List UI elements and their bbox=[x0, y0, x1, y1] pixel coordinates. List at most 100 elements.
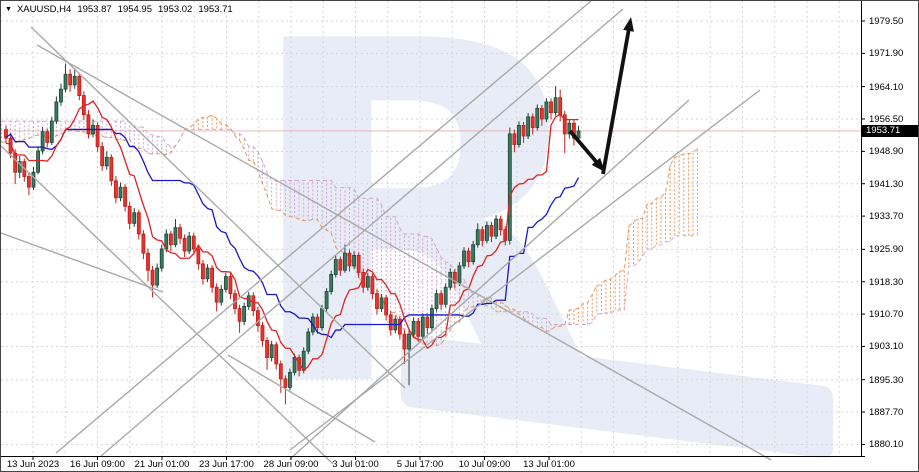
candle-body bbox=[489, 225, 494, 237]
candle-body bbox=[173, 227, 178, 246]
trendline[interactable] bbox=[1, 145, 334, 465]
trendline[interactable] bbox=[289, 89, 761, 451]
candle-body bbox=[320, 308, 324, 329]
candle-body bbox=[507, 133, 512, 241]
price-axis[interactable]: 1979.50 1971.90 1964.10 1956.50 1948.90 1941.… bbox=[862, 1, 918, 456]
price-tick-label: 1956.50 bbox=[869, 113, 904, 125]
senkou-span-a-line[interactable] bbox=[1, 114, 698, 347]
trendline[interactable] bbox=[100, 8, 624, 457]
candle-body bbox=[425, 316, 430, 329]
time-tick-label: 10 Jul 09:00 bbox=[458, 459, 511, 470]
price-tick-label: 1880.10 bbox=[869, 439, 904, 451]
candle-body bbox=[246, 295, 251, 307]
candle-body bbox=[370, 276, 375, 295]
candle-body bbox=[530, 116, 535, 128]
candle-body bbox=[255, 310, 260, 326]
time-tick-label: 16 Jun 09:00 bbox=[70, 459, 125, 470]
candle-body bbox=[59, 88, 63, 103]
candle-body bbox=[430, 308, 434, 329]
candle-body bbox=[338, 259, 343, 271]
candle-body bbox=[187, 235, 192, 252]
candle-body bbox=[356, 254, 361, 273]
trendline[interactable] bbox=[289, 99, 690, 460]
candle-body bbox=[178, 227, 182, 239]
price-tick-label: 1903.10 bbox=[869, 341, 904, 353]
candle-body bbox=[498, 218, 503, 231]
candle-body bbox=[411, 320, 416, 335]
time-tick-label: 3 Jul 01:00 bbox=[332, 459, 379, 470]
candle-body bbox=[31, 171, 36, 188]
chevron-down-icon[interactable]: ▼ bbox=[5, 6, 12, 13]
ohlc-open: 1953.87 bbox=[77, 4, 112, 15]
candle-body bbox=[104, 156, 109, 167]
candle-body bbox=[201, 263, 205, 280]
candle-body bbox=[544, 101, 549, 120]
candle-body bbox=[484, 225, 489, 241]
current-price-badge: 1953.71 bbox=[862, 125, 918, 137]
candle-body bbox=[466, 250, 471, 263]
candle-body bbox=[260, 325, 265, 341]
time-tick-label: 23 Jun 17:00 bbox=[199, 459, 254, 470]
candle-body bbox=[329, 274, 334, 292]
candle-body bbox=[68, 73, 73, 86]
candle-body bbox=[375, 293, 379, 309]
candle-body bbox=[439, 293, 444, 305]
trendline[interactable] bbox=[55, 1, 592, 454]
candle-body bbox=[292, 357, 297, 373]
ohlc-high: 1954.95 bbox=[117, 4, 152, 15]
candle-body bbox=[462, 250, 466, 267]
candle-body bbox=[210, 267, 215, 288]
candle-body bbox=[333, 259, 338, 275]
trend-arrow-head[interactable] bbox=[623, 17, 634, 32]
candle-body bbox=[109, 156, 114, 182]
candle-body bbox=[397, 318, 402, 335]
candle-body bbox=[535, 107, 540, 128]
candle-body bbox=[539, 107, 544, 120]
time-tick-label: 13 Jul 01:00 bbox=[523, 459, 575, 470]
candle-body bbox=[379, 297, 384, 309]
candle-body bbox=[132, 212, 137, 224]
candle-body bbox=[36, 150, 40, 173]
candle-body bbox=[471, 244, 476, 263]
candle-body bbox=[278, 363, 283, 380]
time-tick-label: 21 Jun 01:00 bbox=[134, 459, 190, 470]
tenkan-sen-line[interactable] bbox=[5, 100, 579, 372]
trend-arrow-shaft[interactable] bbox=[568, 129, 601, 166]
candle-body bbox=[4, 129, 8, 139]
candle-body bbox=[288, 372, 292, 388]
candle-body bbox=[118, 186, 123, 199]
candle-body bbox=[26, 176, 31, 188]
trendline[interactable] bbox=[1, 232, 164, 293]
candle-body bbox=[77, 75, 82, 96]
candle-body bbox=[443, 286, 448, 305]
trendline[interactable] bbox=[227, 354, 376, 443]
candle-body bbox=[567, 122, 572, 135]
ohlc-low: 1953.02 bbox=[158, 4, 193, 15]
candle-body bbox=[214, 286, 219, 303]
trendline[interactable] bbox=[30, 26, 406, 389]
trendline[interactable] bbox=[36, 44, 772, 461]
candle-body bbox=[521, 124, 526, 137]
candle-body bbox=[420, 316, 425, 337]
candle-body bbox=[219, 288, 224, 303]
trend-arrow-shaft[interactable] bbox=[601, 26, 632, 175]
candle-body bbox=[416, 320, 421, 337]
price-tick-label: 1979.50 bbox=[869, 16, 904, 27]
candle-body bbox=[86, 114, 91, 135]
trend-arrow-head[interactable] bbox=[591, 157, 605, 172]
candle-body bbox=[141, 233, 146, 254]
time-tick-label: 28 Jun 09:00 bbox=[263, 459, 319, 470]
candle-body bbox=[352, 254, 356, 267]
candle-body bbox=[100, 146, 105, 167]
kijun-sen-line[interactable] bbox=[5, 128, 580, 339]
time-axis[interactable]: 13 Jun 2023 16 Jun 09:00 21 Jun 01:00 23 Ju… bbox=[1, 457, 918, 471]
candle-body bbox=[54, 101, 59, 122]
price-tick-label: 1941.30 bbox=[869, 178, 904, 190]
candle-body bbox=[242, 306, 247, 322]
candle-body bbox=[494, 218, 498, 237]
candle-body bbox=[457, 265, 462, 284]
senkou-span-b-line[interactable] bbox=[1, 120, 698, 326]
candle-body bbox=[146, 252, 150, 271]
candle-body bbox=[343, 252, 347, 271]
